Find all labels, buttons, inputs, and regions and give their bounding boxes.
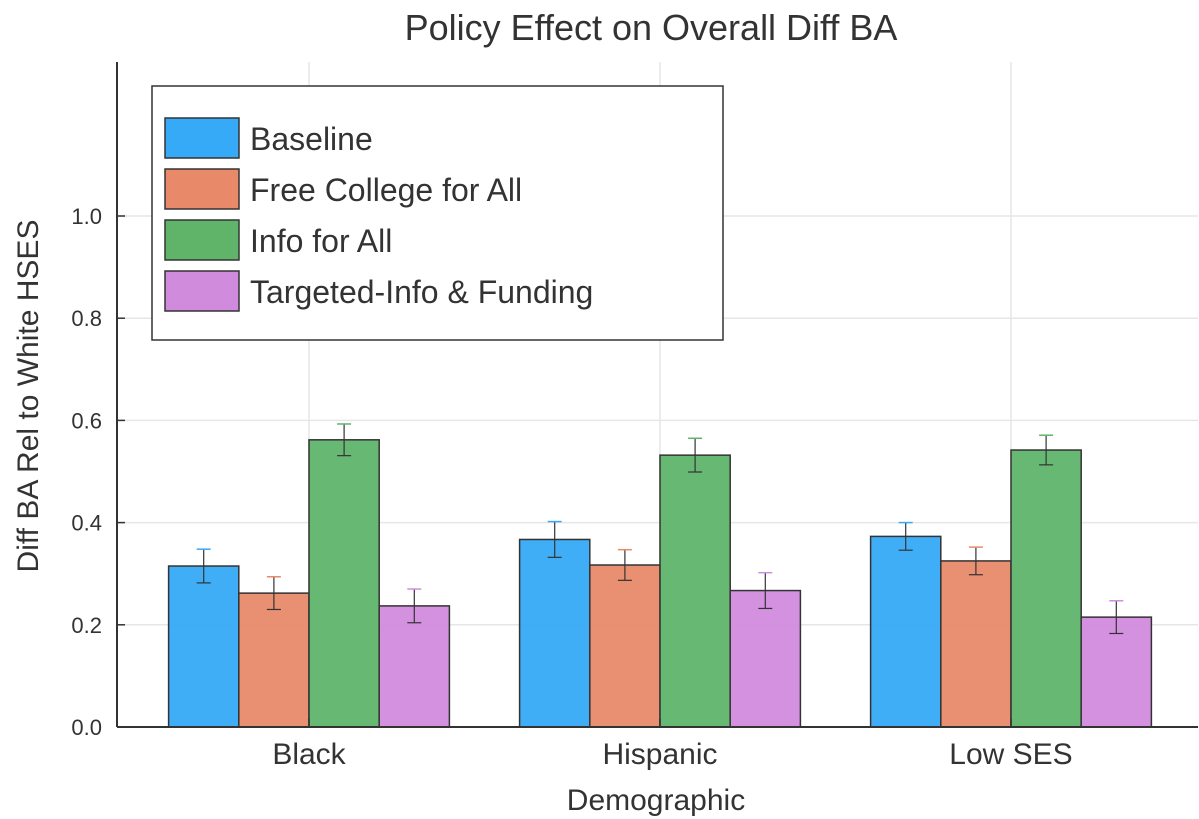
y-tick-label: 1.0 (71, 204, 102, 229)
bar (308, 439, 380, 728)
bar (729, 589, 802, 728)
y-tick-label: 0.8 (71, 306, 102, 331)
y-tick-label: 0.0 (71, 715, 102, 740)
bar (869, 535, 942, 728)
y-axis-label: Diff BA Rel to White HSES (12, 220, 45, 573)
bar (518, 538, 591, 728)
bar (940, 560, 1012, 728)
y-tick-label: 0.2 (71, 613, 102, 638)
bar (1010, 449, 1082, 728)
error-bars-layer (196, 423, 1124, 635)
legend-swatch (164, 117, 240, 159)
bar (1080, 616, 1153, 728)
legend-box (151, 85, 724, 341)
legend-label: Free College for All (250, 172, 522, 208)
y-tick-labels: 0.0 0.2 0.4 0.6 0.8 1.0 (71, 204, 102, 740)
legend-label: Targeted-Info & Funding (250, 274, 593, 310)
legend: Baseline Free College for All Info for All… (151, 85, 724, 341)
legend-swatch (164, 219, 240, 261)
axes (116, 62, 1198, 728)
x-tick-label: Black (272, 738, 346, 771)
bars-layer (167, 439, 1153, 728)
x-tick-labels: Black Hispanic Low SES (272, 738, 1072, 771)
x-tick-label: Low SES (949, 738, 1072, 771)
bar (167, 565, 240, 728)
bar (378, 605, 451, 728)
legend-label: Info for All (250, 223, 392, 259)
x-tick-label: Hispanic (602, 738, 717, 771)
legend-swatch (164, 270, 240, 312)
chart-title: Policy Effect on Overall Diff BA (405, 7, 898, 48)
x-axis-label: Demographic (567, 784, 745, 817)
y-tick-label: 0.6 (71, 408, 102, 433)
legend-label: Baseline (250, 121, 373, 157)
legend-swatch (164, 168, 240, 210)
bar (659, 454, 731, 728)
bar (589, 564, 661, 728)
bar (238, 592, 310, 728)
y-tick-label: 0.4 (71, 511, 102, 536)
